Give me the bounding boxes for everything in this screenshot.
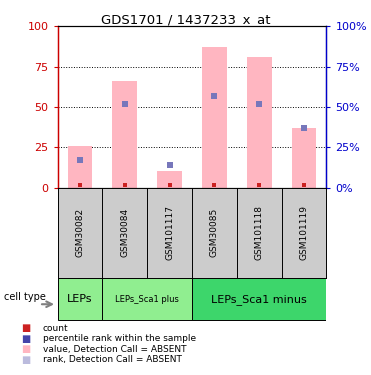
Text: GSM101118: GSM101118 [255,205,264,260]
FancyBboxPatch shape [102,278,192,320]
Text: LEPs_Sca1 plus: LEPs_Sca1 plus [115,295,179,304]
Text: ■: ■ [22,334,30,344]
Text: ■: ■ [22,355,30,364]
Text: GSM30082: GSM30082 [75,208,85,257]
Text: percentile rank within the sample: percentile rank within the sample [43,334,196,343]
Bar [292,128,316,188]
Text: ■: ■ [22,323,30,333]
Text: GSM30085: GSM30085 [210,208,219,257]
Text: count: count [43,324,68,333]
FancyBboxPatch shape [192,278,326,320]
Text: GSM101119: GSM101119 [299,205,309,260]
FancyBboxPatch shape [58,278,102,320]
Text: ■: ■ [22,344,30,354]
Text: rank, Detection Call = ABSENT: rank, Detection Call = ABSENT [43,355,181,364]
Text: value, Detection Call = ABSENT: value, Detection Call = ABSENT [43,345,186,354]
Bar [247,57,272,188]
Text: GSM30084: GSM30084 [120,208,129,257]
Text: GSM101117: GSM101117 [165,205,174,260]
Bar [68,146,92,188]
Text: LEPs: LEPs [67,294,93,304]
Bar [202,47,227,188]
Bar [157,171,182,188]
Text: LEPs_Sca1 minus: LEPs_Sca1 minus [211,294,307,304]
Text: GDS1701 / 1437233_x_at: GDS1701 / 1437233_x_at [101,13,270,26]
Text: cell type: cell type [4,292,46,302]
Bar [112,81,137,188]
